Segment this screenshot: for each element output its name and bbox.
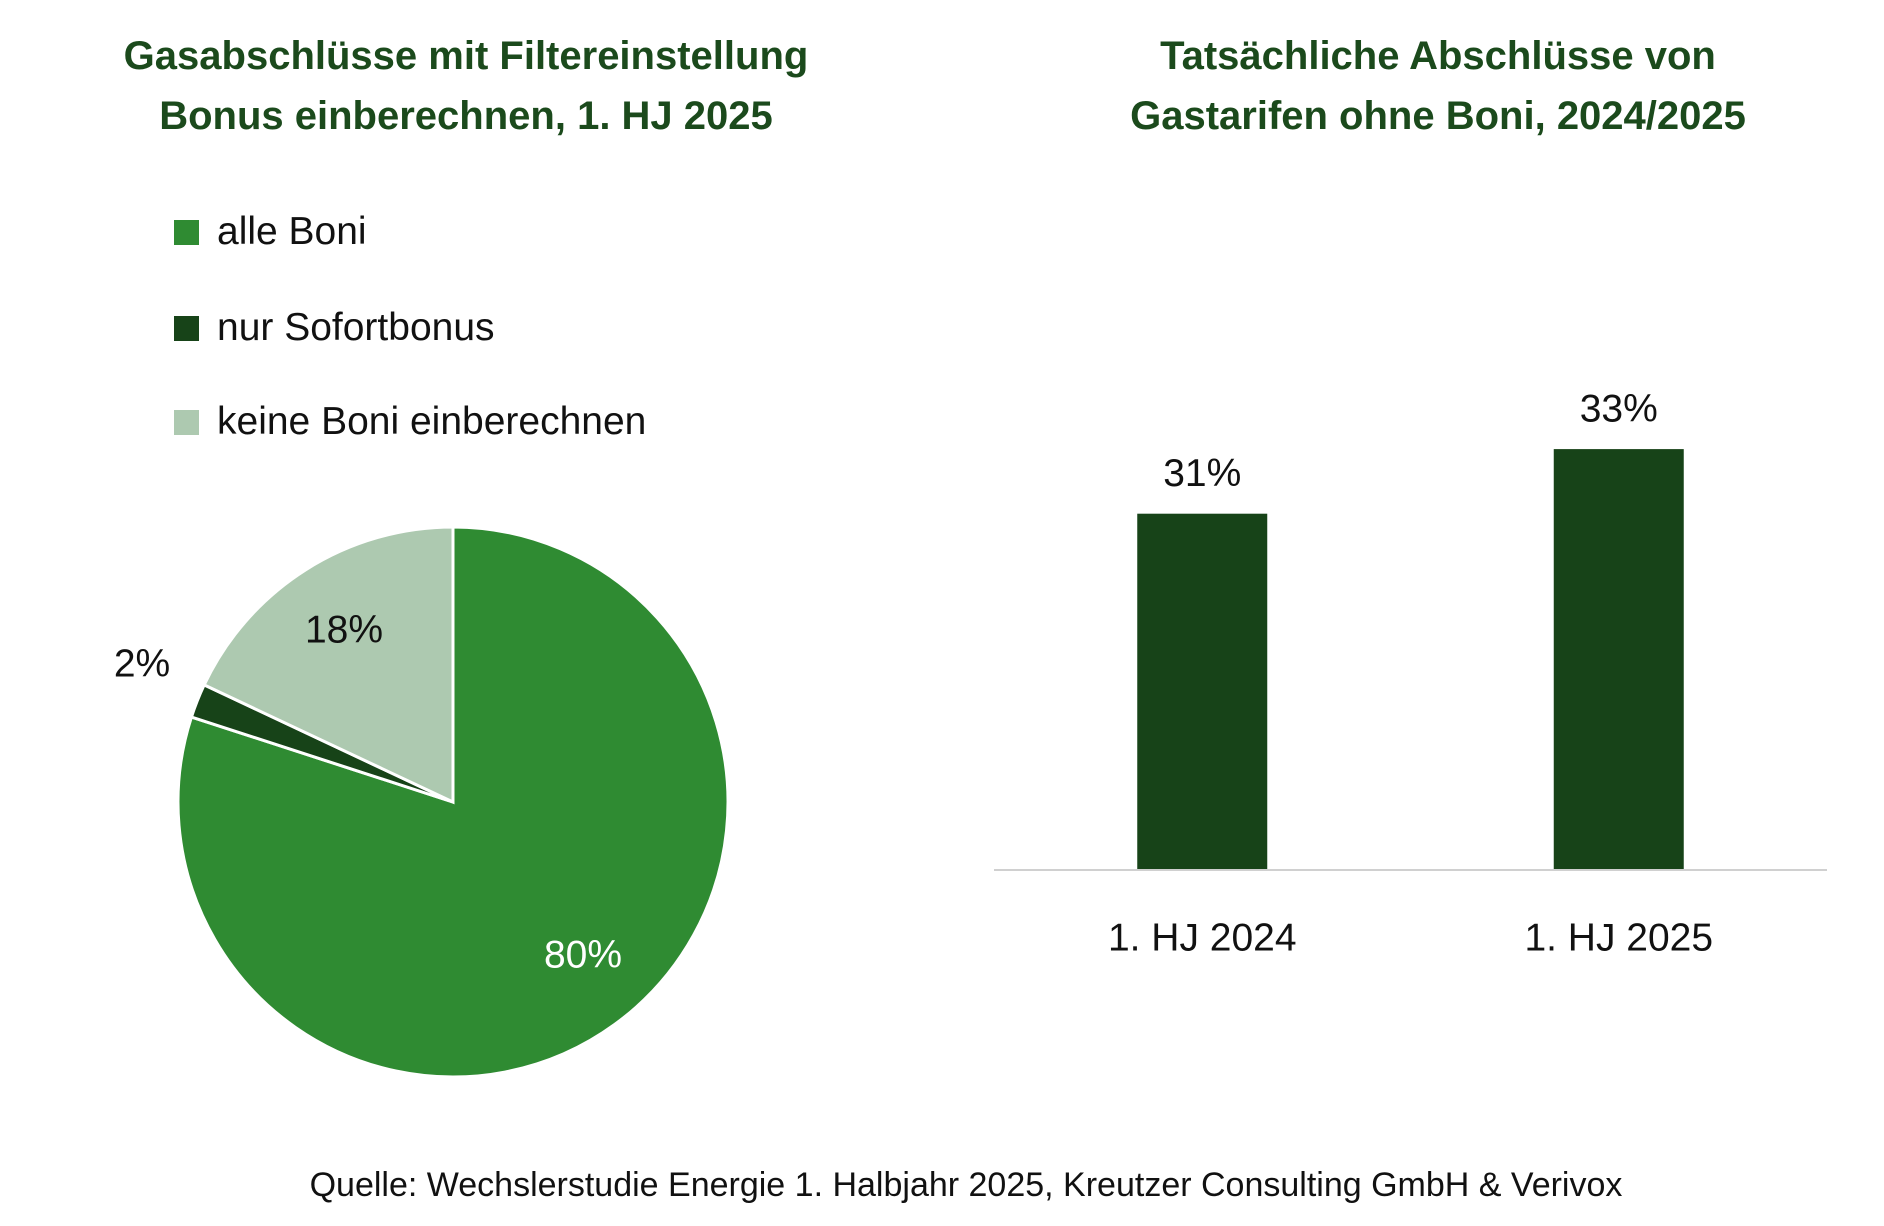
pie-chart-title: Gasabschlüsse mit Filtereinstellung Bonu…	[26, 26, 906, 146]
pie-title-line-1: Gasabschlüsse mit Filtereinstellung	[123, 34, 809, 78]
legend-item: alle Boni	[174, 210, 367, 254]
pie-slice	[202, 525, 455, 805]
pie-data-label: 2%	[114, 642, 170, 685]
source-note: Quelle: Wechslerstudie Energie 1. Halbja…	[309, 1166, 1623, 1204]
legend-swatch	[174, 315, 199, 341]
bar	[1137, 513, 1268, 869]
legend-swatch	[174, 219, 199, 245]
x-tick-label: 1. HJ 2024	[1108, 916, 1297, 959]
legend-label: keine Boni einberechnen	[217, 400, 647, 443]
legend-swatch	[174, 409, 199, 435]
x-tick-label: 1. HJ 2025	[1524, 916, 1713, 959]
bar-data-label: 33%	[1580, 387, 1658, 430]
bar-data-label: 31%	[1163, 452, 1241, 495]
legend-label: alle Boni	[217, 210, 367, 253]
legend-item: nur Sofortbonus	[174, 306, 495, 350]
legend-item: keine Boni einberechnen	[174, 400, 646, 444]
pie-data-label: 18%	[305, 608, 383, 651]
legend-label: nur Sofortbonus	[217, 306, 495, 349]
bar-title-line-1: Tatsächliche Abschlüsse von	[1160, 34, 1716, 78]
bar-title-line-2: Gastarifen ohne Boni, 2024/2025	[1130, 94, 1746, 138]
bar	[1553, 449, 1684, 869]
pie-data-label: 80%	[544, 933, 622, 976]
pie-title-line-2: Bonus einberechnen, 1. HJ 2025	[159, 94, 773, 138]
bar-chart-title: Tatsächliche Abschlüsse von Gastarifen o…	[998, 26, 1878, 146]
